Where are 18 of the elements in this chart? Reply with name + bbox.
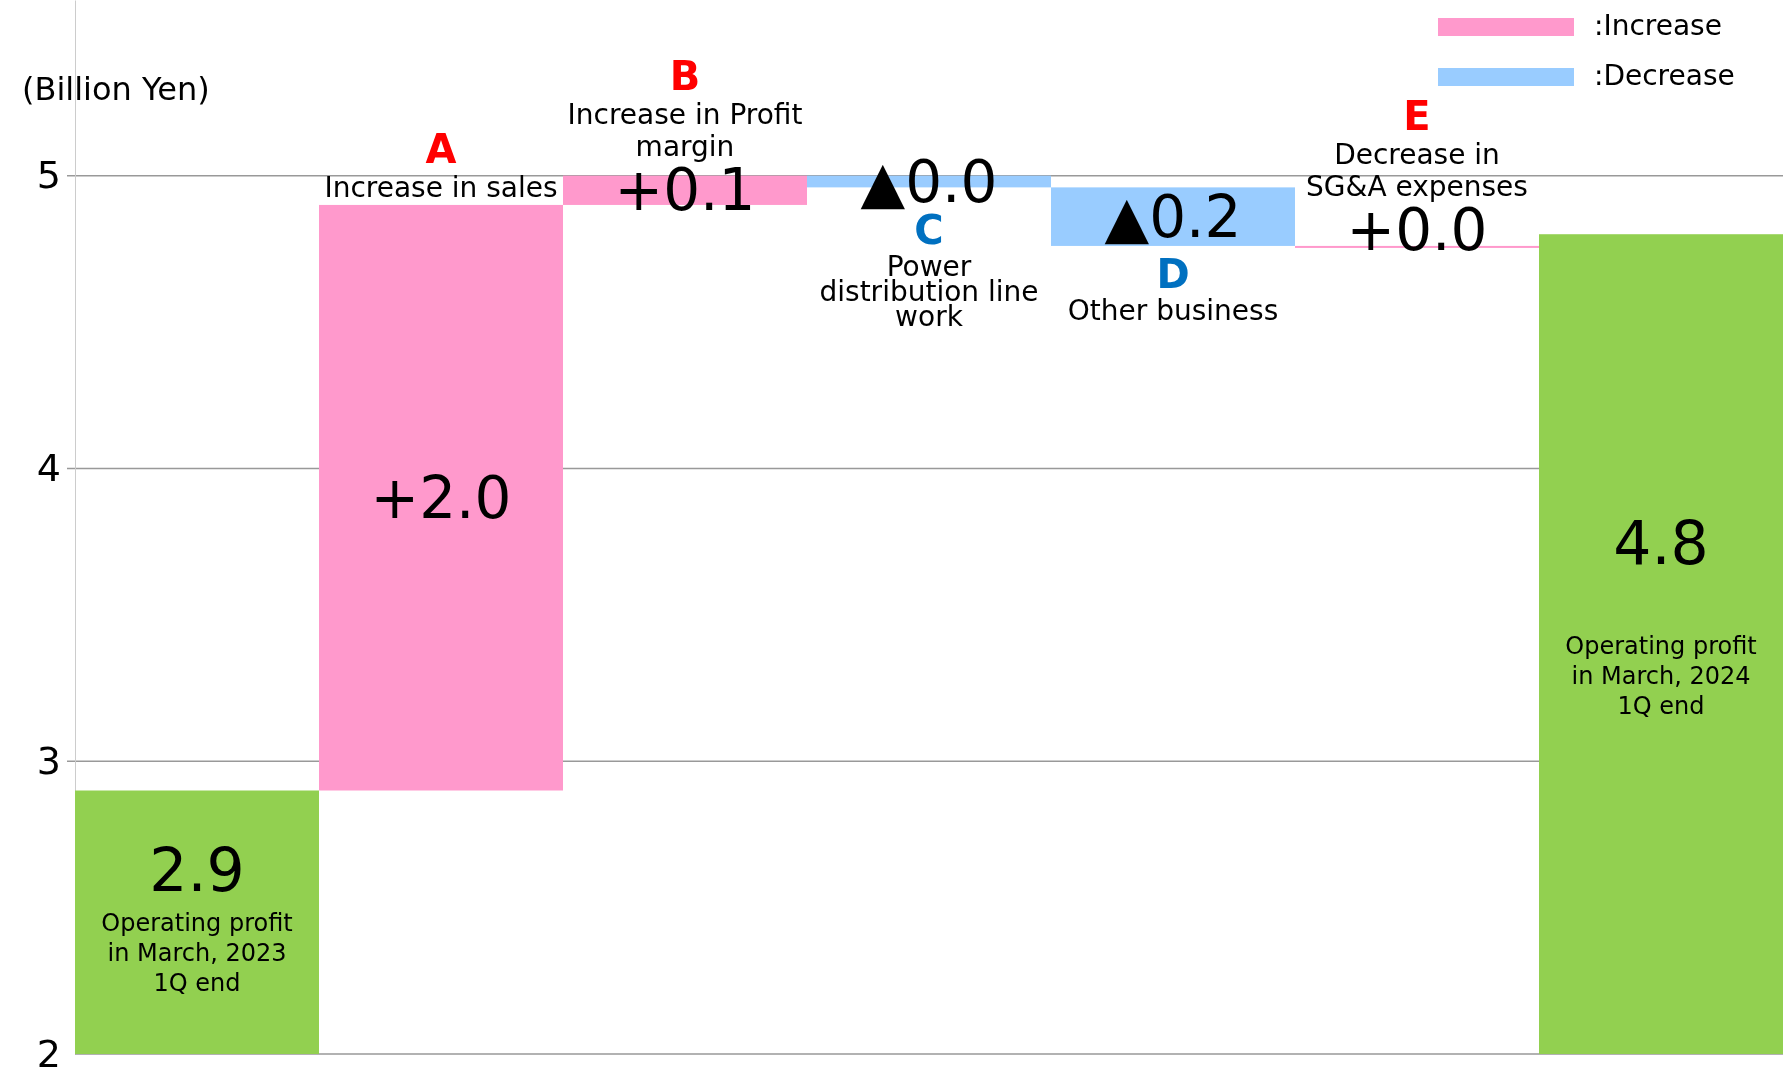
y-tick-label: 3 <box>36 738 61 783</box>
annotation: E <box>1403 92 1431 139</box>
x-tick-label: Operating profit in March, 2024 1Q end <box>1565 632 1757 721</box>
annotation: B <box>669 53 701 100</box>
annotation: :Decrease <box>1594 59 1735 92</box>
y-tick-label: 2 <box>36 1031 61 1072</box>
annotation: A <box>425 125 457 172</box>
x-tick-label: Power distribution line work <box>819 249 1039 333</box>
data-label: 2.9 <box>149 834 245 905</box>
y-tick-label: 5 <box>36 153 61 198</box>
x-tick-label: Operating profit in March, 2023 1Q end <box>101 908 293 997</box>
y-tick-label: 4 <box>36 446 61 491</box>
annotation: :Increase <box>1594 9 1722 42</box>
x-tick-label: Increase in sales <box>324 170 558 204</box>
data-label: +2.0 <box>370 463 512 532</box>
y-axis-title: (Billion Yen) <box>22 70 210 108</box>
data-label: 4.8 <box>1613 508 1709 579</box>
data-label: ▲0.2 <box>1104 182 1242 251</box>
